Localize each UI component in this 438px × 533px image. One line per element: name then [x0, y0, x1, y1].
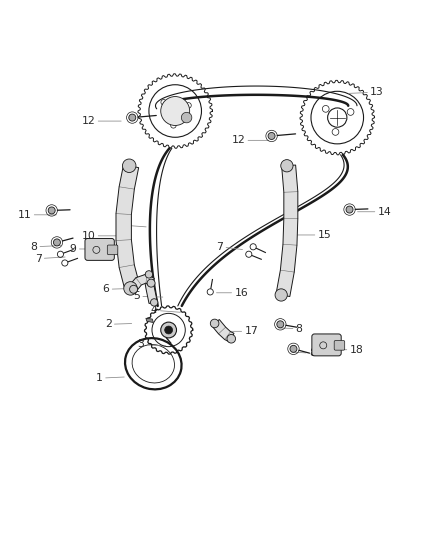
Text: 4: 4 — [151, 305, 180, 316]
Text: 14: 14 — [357, 207, 391, 217]
Circle shape — [48, 207, 55, 214]
FancyBboxPatch shape — [334, 341, 345, 350]
Text: 8: 8 — [30, 242, 61, 252]
Text: 12: 12 — [82, 116, 121, 126]
Circle shape — [181, 112, 192, 123]
Text: 16: 16 — [216, 288, 248, 298]
Text: 4: 4 — [116, 220, 146, 230]
Circle shape — [290, 345, 297, 352]
Circle shape — [161, 96, 190, 125]
Circle shape — [53, 239, 60, 246]
Polygon shape — [116, 165, 140, 290]
Circle shape — [145, 271, 152, 278]
Circle shape — [161, 322, 177, 338]
Text: 9: 9 — [70, 244, 100, 254]
Circle shape — [130, 285, 138, 293]
Text: 15: 15 — [297, 230, 331, 240]
Polygon shape — [276, 165, 298, 296]
Polygon shape — [212, 319, 234, 342]
FancyBboxPatch shape — [312, 334, 341, 356]
Text: 2: 2 — [105, 319, 132, 329]
FancyBboxPatch shape — [107, 245, 118, 255]
Text: 7: 7 — [35, 254, 65, 264]
Text: 8: 8 — [279, 324, 303, 334]
Circle shape — [210, 319, 219, 328]
Circle shape — [147, 279, 155, 287]
Polygon shape — [129, 274, 155, 292]
Circle shape — [129, 114, 136, 121]
Polygon shape — [146, 318, 153, 322]
Circle shape — [151, 298, 158, 306]
Text: 17: 17 — [225, 326, 258, 336]
Text: 10: 10 — [81, 231, 121, 241]
Text: 11: 11 — [18, 210, 57, 220]
FancyBboxPatch shape — [85, 238, 114, 260]
Text: 8: 8 — [292, 348, 316, 358]
Circle shape — [124, 281, 137, 295]
Text: 7: 7 — [216, 242, 243, 252]
Text: 5: 5 — [133, 291, 163, 301]
Text: 18: 18 — [329, 345, 363, 355]
Circle shape — [123, 159, 136, 173]
Circle shape — [165, 326, 173, 334]
Circle shape — [227, 335, 236, 343]
Polygon shape — [144, 274, 157, 303]
Text: 13: 13 — [349, 87, 384, 97]
Circle shape — [346, 206, 353, 213]
Text: 1: 1 — [96, 373, 124, 383]
Circle shape — [268, 133, 275, 140]
Circle shape — [275, 289, 287, 301]
Text: 6: 6 — [102, 284, 132, 294]
Circle shape — [277, 321, 284, 328]
Text: 12: 12 — [232, 135, 269, 146]
Text: 3: 3 — [138, 340, 166, 350]
Circle shape — [281, 159, 293, 172]
